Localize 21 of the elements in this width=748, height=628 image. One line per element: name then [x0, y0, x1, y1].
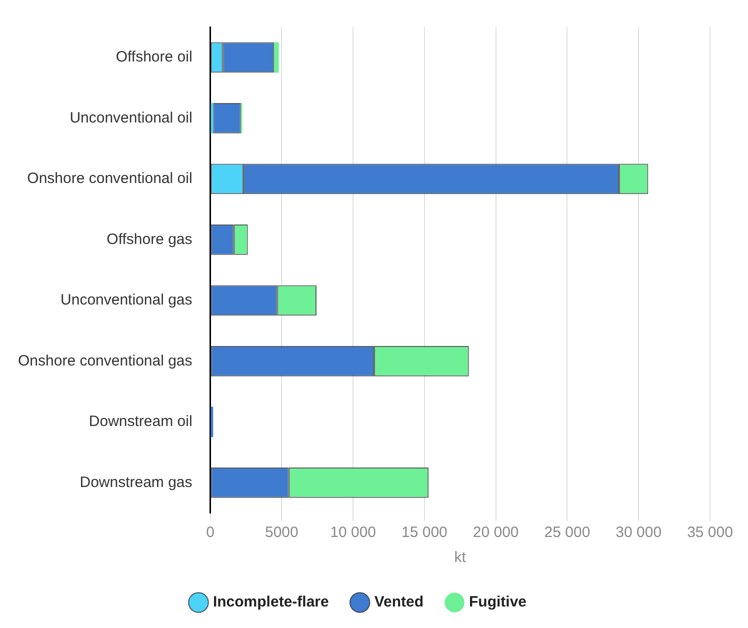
- x-tick-label: 10 000: [330, 524, 376, 542]
- bar: [274, 42, 279, 73]
- x-tick-label: 20 000: [472, 524, 519, 542]
- x-tick-label: 15 000: [402, 524, 448, 542]
- y-tick-label: Offshore oil: [116, 48, 192, 66]
- legend-label: Incomplete-flare: [212, 594, 329, 611]
- legend-label: Fugitive: [469, 594, 527, 611]
- y-tick-label: Onshore conventional oil: [27, 170, 192, 188]
- y-tick-label: Offshore gas: [106, 230, 192, 248]
- x-tick-label: 25 000: [544, 524, 590, 542]
- y-tick-label: Onshore conventional gas: [18, 352, 192, 370]
- x-tick-label: 35 000: [687, 524, 733, 542]
- y-tick-label: Unconventional gas: [60, 292, 192, 309]
- x-tick-label: 5000: [264, 524, 298, 542]
- y-tick-label: Downstream oil: [88, 413, 192, 430]
- y-tick-label: Unconventional oil: [70, 109, 192, 126]
- x-tick-label: 30 000: [616, 524, 662, 542]
- x-axis-title: kt: [454, 549, 467, 566]
- y-tick-label: Downstream gas: [80, 474, 192, 491]
- x-tick-label: 0: [206, 524, 214, 542]
- legend-label: Vented: [374, 594, 424, 611]
